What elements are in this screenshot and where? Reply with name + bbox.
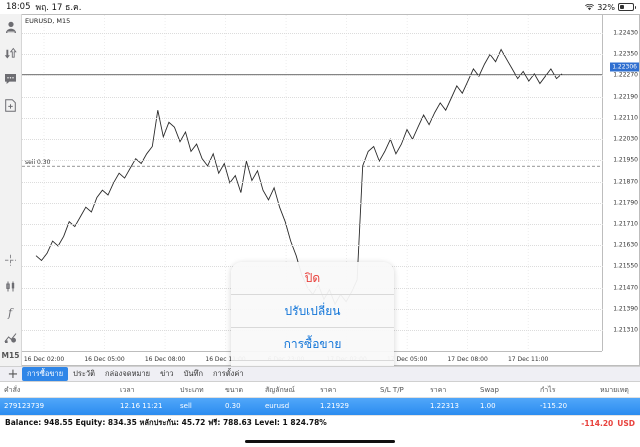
price-gridline [22, 202, 603, 204]
price-gridline [22, 139, 603, 141]
price-tick: 1.21710 [613, 220, 638, 228]
price-gridline [22, 181, 603, 183]
left-toolbar: f M15 [0, 14, 22, 366]
trades-table-header: คำสั่ง เวลา ประเภท ขนาด สัญลักษณ์ ราคา S/L T/P… [0, 382, 640, 398]
price-gridline [22, 223, 603, 225]
time-tick: 16 Dec 02:00 [23, 356, 65, 363]
cell-order: 279123739 [4, 402, 45, 410]
price-tick: 1.21550 [613, 262, 638, 270]
price-tick: 1.22270 [613, 71, 638, 79]
price-gridline [22, 245, 603, 247]
price-gridline [22, 75, 603, 77]
cell-volume: 0.30 [225, 402, 241, 410]
status-bar-left: 18:05 พฤ. 17 ธ.ค. [6, 0, 81, 14]
column-header[interactable]: ราคา [320, 386, 337, 394]
battery-icon [618, 3, 636, 11]
cell-type: sell [180, 402, 192, 410]
total-profit-currency: USD [617, 418, 635, 428]
total-profit-value: -114.20 [581, 418, 614, 428]
action-sheet-item-0[interactable]: ปิด [231, 262, 394, 295]
tab-0[interactable]: การซื้อขาย [22, 367, 69, 381]
cell-open_price: 1.21929 [320, 402, 349, 410]
time-tick: 17 Dec 05:00 [386, 356, 428, 363]
status-bar-time: 18:05 [6, 2, 31, 12]
account-icon[interactable] [0, 14, 22, 40]
price-tick: 1.22430 [613, 29, 638, 37]
tab-3[interactable]: ข่าว [160, 369, 174, 378]
price-tick: 1.22110 [613, 114, 638, 122]
price-tick: 1.21950 [613, 156, 638, 164]
tab-5[interactable]: การตั้งค่า [213, 369, 244, 378]
time-tick: 16 Dec 11:00 [205, 356, 246, 363]
price-tick: 1.21310 [613, 326, 638, 334]
status-bar-right: 32% [585, 2, 636, 12]
indicator-f-icon[interactable]: f [0, 299, 22, 325]
timeframe-label[interactable]: M15 [1, 351, 20, 360]
time-tick: 17 Dec 11:00 [507, 356, 549, 363]
column-header[interactable]: เวลา [120, 386, 135, 394]
column-header[interactable]: ราคา [430, 386, 447, 394]
crosshair-icon[interactable] [0, 247, 22, 273]
time-tick: 16 Dec 05:00 [84, 356, 125, 363]
price-tick: 1.22350 [613, 50, 638, 58]
cell-symbol: eurusd [265, 402, 290, 410]
column-header[interactable]: กำไร [540, 386, 556, 394]
column-header[interactable]: หมายเหตุ [600, 386, 629, 394]
price-gridline [22, 54, 603, 56]
status-bar-date: พฤ. 17 ธ.ค. [35, 3, 82, 13]
trade-arrows-icon[interactable] [0, 40, 22, 66]
wifi-icon [585, 3, 595, 11]
column-header[interactable]: สัญลักษณ์ [265, 386, 295, 394]
battery-percent-label: 32% [597, 2, 615, 12]
cell-time: 12.16 11:21 [120, 402, 163, 410]
time-tick: 17 Dec 08:00 [447, 356, 488, 363]
new-document-icon[interactable] [0, 92, 22, 118]
price-tick: 1.21470 [613, 284, 638, 292]
column-header[interactable]: Swap [480, 386, 499, 394]
column-header[interactable]: คำสั่ง [4, 386, 21, 394]
price-tick: 1.21790 [613, 199, 638, 207]
cell-current_price: 1.22313 [430, 402, 459, 410]
tab-1[interactable]: ประวัติ [73, 369, 96, 378]
tab-2[interactable]: กล่องจดหมาย [105, 369, 151, 378]
price-tick: 1.21390 [613, 305, 638, 313]
svg-text:f: f [7, 306, 14, 319]
chart-symbol-label: EURUSD, M15 [25, 17, 71, 25]
time-tick: 16 Dec 08:00 [144, 356, 186, 363]
add-tab-button[interactable]: + [7, 366, 19, 382]
bottom-tab-bar[interactable]: + การซื้อขาย ประวัติ กล่องจดหมาย ข่าว บันทึก… [0, 366, 640, 382]
bottom-safe-area [0, 430, 640, 447]
column-header[interactable]: ประเภท [180, 386, 204, 394]
account-summary-bar: Balance: 948.55 Equity: 834.35 หลักประกั… [0, 415, 640, 430]
action-sheet-item-2[interactable]: การซื้อขาย [231, 328, 394, 361]
price-tick: 1.22030 [613, 135, 638, 143]
cell-profit: -115.20 [540, 402, 568, 410]
sell-line-label: sell 0.30 [25, 159, 51, 167]
tab-4[interactable]: บันทึก [183, 369, 204, 378]
price-tick: 1.22190 [613, 93, 638, 101]
price-gridline [22, 33, 603, 34]
price-tick: 1.21870 [613, 178, 638, 185]
column-header[interactable]: ขนาด [225, 386, 244, 394]
status-bar: 18:05 พฤ. 17 ธ.ค. 32% [0, 0, 640, 14]
current-price-label: 1.22306 [610, 62, 639, 72]
price-gridline [22, 117, 603, 119]
price-gridline [22, 160, 603, 162]
chat-icon[interactable] [0, 66, 22, 92]
table-row[interactable]: 279123739 12.16 11:21 sell 0.30 eurusd 1.2192… [0, 398, 640, 415]
home-indicator[interactable] [245, 440, 395, 443]
price-tick: 1.21630 [613, 241, 638, 249]
objects-icon[interactable] [0, 325, 22, 351]
price-gridline [22, 96, 603, 98]
total-profit: -114.20 USD [581, 419, 635, 428]
account-summary-text: Balance: 948.55 Equity: 834.35 หลักประกั… [5, 418, 327, 427]
column-header[interactable]: S/L T/P [380, 386, 404, 394]
candlestick-icon[interactable] [0, 273, 22, 299]
price-axis[interactable]: 1.22430 1.22350 1.22270 1.22190 1.22110 1.220… [22, 15, 639, 351]
cell-swap: 1.00 [480, 402, 496, 410]
action-sheet-item-1[interactable]: ปรับเปลี่ยน [231, 295, 394, 328]
